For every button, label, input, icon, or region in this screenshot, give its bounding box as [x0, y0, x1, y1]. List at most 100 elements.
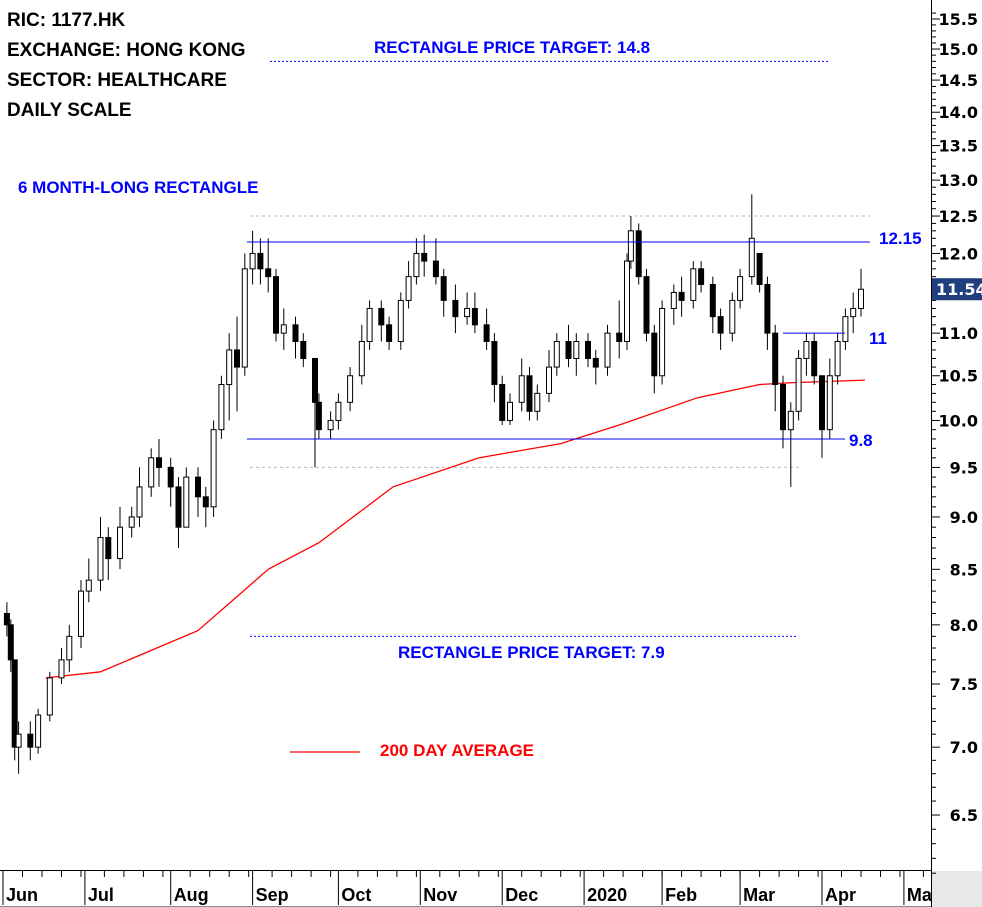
- candle-body-down: [616, 332, 623, 343]
- candle-body-up: [553, 341, 560, 368]
- candle: [526, 367, 533, 421]
- y-tick-label: 10.0: [939, 411, 978, 430]
- candle-body-down: [202, 496, 209, 508]
- candle-body-up: [737, 276, 744, 301]
- candle-body-down: [273, 276, 279, 334]
- y-tick-label: 10.5: [939, 367, 978, 386]
- candle-body-up: [670, 291, 677, 309]
- candle: [183, 467, 190, 528]
- candle: [440, 268, 447, 317]
- candle: [573, 333, 580, 376]
- candle-body-down: [265, 268, 272, 278]
- candle-body-up: [850, 307, 857, 318]
- candle-body-up: [787, 410, 794, 431]
- candle-body-down: [709, 283, 716, 318]
- candle-body-up: [405, 276, 412, 301]
- candle-body-up: [748, 237, 755, 278]
- info-scale: DAILY SCALE: [7, 100, 132, 121]
- candle: [850, 292, 857, 334]
- candle-body-up: [183, 476, 190, 528]
- candle: [604, 324, 611, 376]
- candle-body-down: [440, 276, 447, 301]
- y-tick-label: 8.0: [950, 616, 978, 635]
- candle-body-down: [195, 476, 201, 498]
- candle: [483, 308, 490, 350]
- candle-body-down: [156, 457, 162, 468]
- candle-body-up: [366, 307, 373, 343]
- y-tick-label: 13.5: [939, 137, 978, 156]
- candle-body-down: [717, 316, 724, 334]
- candle-body-down: [386, 324, 393, 343]
- candle: [327, 411, 334, 439]
- candle-body-down: [432, 260, 439, 278]
- candle: [858, 268, 864, 317]
- candle: [347, 367, 354, 412]
- candle: [386, 316, 393, 350]
- candle-body-up: [397, 299, 404, 343]
- candle-body-up: [335, 401, 342, 421]
- candle: [471, 292, 478, 334]
- candle: [772, 324, 779, 412]
- candle: [764, 276, 771, 350]
- candle-body-down: [11, 659, 18, 748]
- candle-body-up: [604, 332, 611, 368]
- candle: [7, 619, 14, 672]
- candle: [635, 223, 642, 285]
- y-tick-label: 15.0: [939, 40, 978, 59]
- candle-body-up: [518, 375, 525, 403]
- candle: [167, 457, 174, 507]
- candle-body-up: [58, 659, 65, 679]
- candle-body-up: [507, 401, 513, 421]
- candle: [592, 349, 599, 385]
- y-tick-label: 14.5: [939, 71, 978, 90]
- candle: [366, 300, 373, 350]
- candle-body-up: [148, 457, 155, 488]
- candle-body-down: [819, 375, 825, 431]
- candle-body-up: [327, 419, 334, 431]
- candle-body-up: [210, 429, 217, 508]
- candle: [616, 300, 623, 359]
- candle: [27, 721, 34, 761]
- candle-body-down: [7, 624, 14, 661]
- candle-body-down: [585, 341, 591, 359]
- candle: [280, 308, 287, 350]
- last-price-box: [932, 278, 982, 301]
- candle: [315, 393, 322, 439]
- axis-corner: [932, 871, 982, 907]
- info-sector: SECTOR: HEALTHCARE: [7, 70, 227, 91]
- candle-body-down: [491, 341, 498, 386]
- y-tick-label: 12.0: [939, 244, 978, 263]
- candle: [464, 292, 471, 325]
- candle: [717, 308, 724, 350]
- y-tick-label: 9.0: [950, 508, 978, 527]
- candle: [421, 234, 428, 277]
- candle-body-down: [471, 307, 478, 326]
- y-tick-label: 6.5: [950, 806, 978, 825]
- candle: [148, 448, 155, 497]
- x-tick-label: Apr: [825, 885, 856, 905]
- candle: [105, 527, 112, 581]
- candle-body-down: [312, 357, 318, 403]
- y-tick-label: 8.5: [950, 560, 978, 579]
- candle-body-down: [698, 268, 705, 285]
- candle: [748, 194, 755, 285]
- candle-body-down: [3, 612, 10, 626]
- candle: [218, 375, 225, 439]
- candle: [780, 375, 786, 449]
- candle: [624, 253, 630, 350]
- candle: [826, 358, 833, 439]
- info-exchange: EXCHANGE: HONG KONG: [7, 40, 246, 61]
- candle-body-up: [128, 516, 135, 528]
- candle-body-up: [249, 252, 256, 270]
- candle-body-up: [795, 357, 802, 412]
- candle-body-down: [452, 299, 459, 318]
- candle: [565, 324, 572, 368]
- candle: [117, 506, 123, 570]
- candle-body-down: [764, 283, 771, 334]
- candle-body-down: [315, 401, 322, 431]
- candle-body-down: [780, 384, 786, 431]
- candle-body-up: [413, 252, 420, 278]
- info-ric: RIC: 1177.HK: [7, 10, 126, 31]
- candle-body-up: [803, 341, 810, 359]
